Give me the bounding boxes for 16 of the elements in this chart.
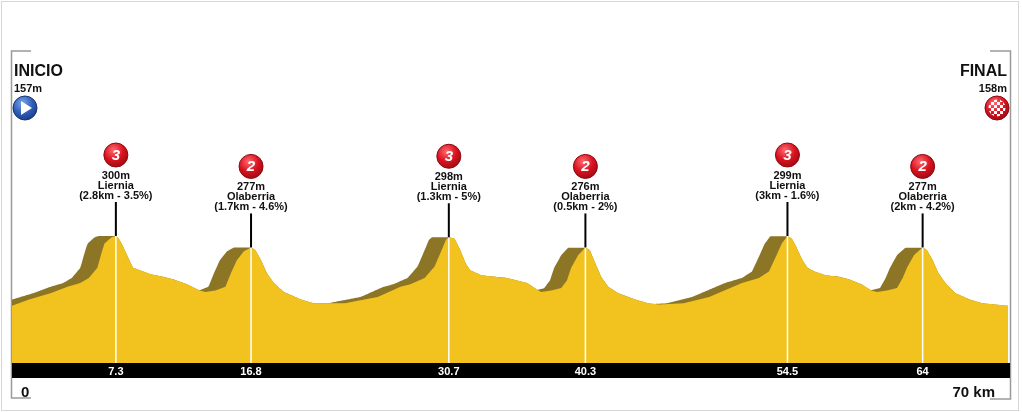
x-tick-label: 64: [916, 365, 930, 377]
x-tick-label: 16.8: [240, 365, 262, 377]
text: 0: [21, 383, 30, 400]
x-tick-label: 54.5: [776, 365, 799, 377]
annotation: 3 300m Liernia (2.8km - 3.5%): [79, 146, 153, 201]
annotation: 3 299m Liernia (3km - 1.6%): [755, 146, 820, 201]
x-tick-label: 30.7: [438, 365, 460, 377]
text: FINAL 158m: [959, 62, 1008, 94]
text: INICIO 157m: [14, 62, 63, 94]
annotation: 2 277m Olaberria (1.7km - 4.6%): [214, 157, 289, 213]
annotation: 2 277m Olaberria (2km - 4.2%): [890, 157, 956, 213]
annotation: 3 298m Liernia (1.3km - 5%): [416, 147, 482, 203]
x-tick-label: 7.3: [108, 365, 124, 377]
text: 70 km: [952, 383, 995, 400]
x-tick-label: 40.3: [574, 365, 597, 377]
annotation: 2 276m Olaberria (0.5km - 2%): [553, 157, 618, 213]
